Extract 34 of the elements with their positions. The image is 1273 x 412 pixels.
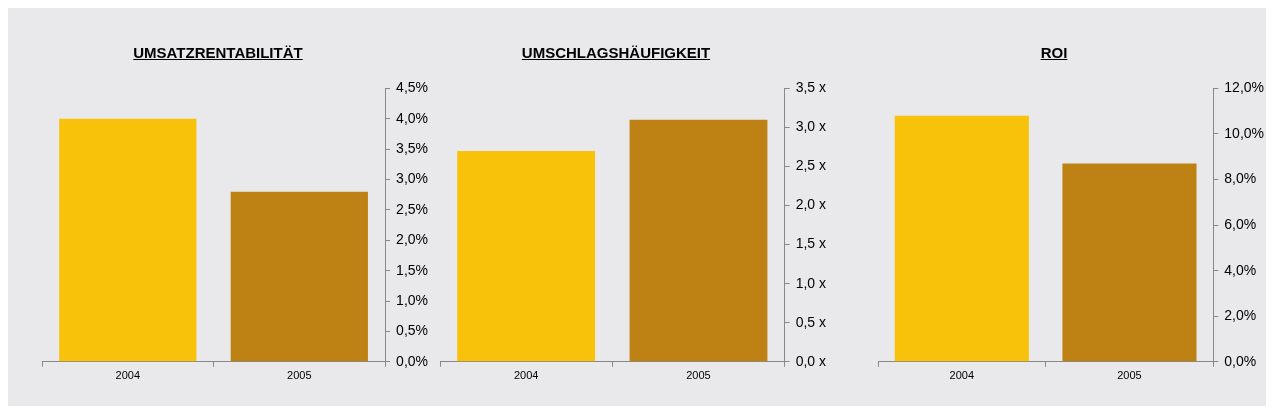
y-tick-label: 0,0 x (795, 352, 827, 369)
y-tick-label: 2,0% (1224, 307, 1257, 324)
y-tick-label: 1,5% (396, 261, 429, 278)
y-tick-label: 4,0% (1224, 261, 1257, 278)
y-tick-label: 1,0% (396, 291, 429, 308)
y-tick-label: 3,5% (396, 140, 429, 157)
x-tick-label: 2004 (949, 369, 975, 382)
y-tick-label: 0,0% (396, 352, 429, 369)
y-tick-label: 0,0% (1224, 352, 1257, 369)
x-tick-label: 2005 (1117, 369, 1142, 382)
chart-title: ROI (1039, 44, 1069, 61)
y-tick-label: 2,5% (396, 200, 429, 217)
y-tick-label: 1,0 x (795, 274, 827, 291)
y-tick-label: 0,5 x (795, 313, 827, 330)
x-tick-label: 2004 (115, 369, 141, 382)
y-tick-label: 2,0% (396, 231, 429, 248)
chart-title: UMSATZRENTABILITÄT (132, 44, 304, 61)
chart-title: UMSCHLAGSHÄUFIGKEIT (520, 44, 712, 61)
y-tick-label: 4,0% (396, 109, 429, 126)
x-tick-label: 2004 (513, 369, 539, 382)
x-tick-label: 2005 (686, 369, 711, 382)
y-tick-label: 3,5 x (795, 79, 827, 96)
y-tick-label: 3,0% (396, 170, 429, 187)
x-tick-label: 2005 (287, 369, 312, 382)
y-tick-label: 1,5 x (795, 235, 827, 252)
y-tick-label: 12,0% (1224, 79, 1265, 96)
y-tick-label: 8,0% (1224, 170, 1257, 187)
y-tick-label: 0,5% (396, 322, 429, 339)
y-tick-label: 10,0% (1224, 124, 1265, 141)
y-tick-label: 3,0 x (795, 118, 827, 135)
y-tick-label: 2,0 x (795, 196, 827, 213)
y-tick-label: 6,0% (1224, 215, 1257, 232)
y-tick-label: 4,5% (396, 79, 429, 96)
y-tick-label: 2,5 x (795, 157, 827, 174)
